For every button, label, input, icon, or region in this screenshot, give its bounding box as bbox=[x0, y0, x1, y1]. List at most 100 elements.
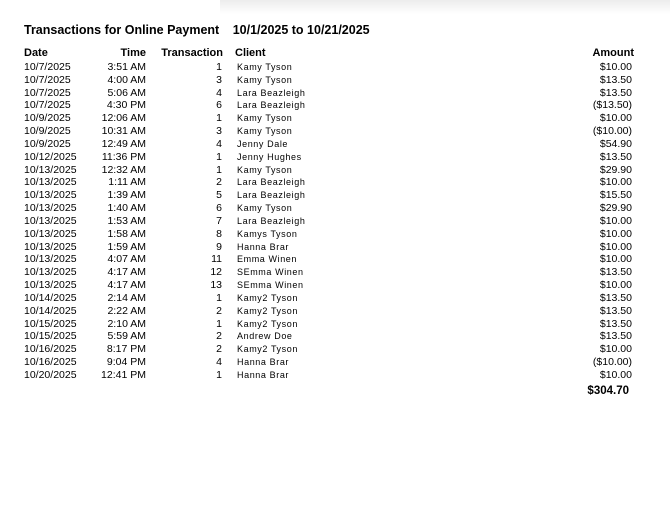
table-row: 10/13/2025 1:59 AM 9 Hanna Brar $10.00 bbox=[0, 241, 670, 254]
cell-time: 12:32 AM bbox=[101, 163, 146, 176]
cell-amount: $13.50 bbox=[599, 317, 632, 330]
cell-amount: $13.50 bbox=[599, 266, 632, 279]
cell-amount: $10.00 bbox=[599, 214, 632, 227]
cell-client: Lara Beazleigh bbox=[237, 215, 306, 226]
cell-time: 2:10 AM bbox=[107, 317, 146, 330]
table-row: 10/13/2025 1:58 AM 8 Kamys Tyson $10.00 bbox=[0, 228, 670, 241]
cell-transaction: 6 bbox=[216, 99, 222, 112]
cell-date: 10/13/2025 bbox=[24, 189, 77, 202]
cell-amount: $10.00 bbox=[599, 61, 632, 73]
cell-client: Kamy Tyson bbox=[237, 74, 293, 85]
cell-date: 10/13/2025 bbox=[24, 253, 77, 266]
cell-time: 12:41 PM bbox=[101, 368, 146, 381]
cell-date: 10/12/2025 bbox=[24, 150, 77, 163]
cell-date: 10/13/2025 bbox=[24, 214, 77, 227]
table-row: 10/14/2025 2:14 AM 1 Kamy2 Tyson $13.50 bbox=[0, 292, 670, 305]
cell-transaction: 2 bbox=[216, 176, 222, 189]
total-amount: $304.70 bbox=[587, 385, 629, 397]
cell-amount: ($13.50) bbox=[592, 99, 632, 112]
cell-date: 10/13/2025 bbox=[24, 279, 77, 292]
cell-date: 10/16/2025 bbox=[24, 343, 77, 356]
cell-transaction: 2 bbox=[216, 304, 222, 317]
cell-client: Kamy2 Tyson bbox=[237, 344, 298, 355]
cell-date: 10/9/2025 bbox=[24, 125, 71, 138]
cell-client: Hanna Brar bbox=[237, 241, 290, 252]
cell-client: Kamy Tyson bbox=[237, 62, 293, 72]
cell-transaction: 3 bbox=[216, 73, 222, 86]
cell-amount: $10.00 bbox=[599, 279, 632, 292]
table-row: 10/15/2025 2:10 AM 1 Kamy2 Tyson $13.50 bbox=[0, 318, 670, 331]
cell-date: 10/13/2025 bbox=[24, 227, 77, 240]
cell-client: Kamy Tyson bbox=[237, 126, 293, 137]
cell-date: 10/13/2025 bbox=[24, 163, 77, 176]
cell-transaction: 11 bbox=[211, 253, 222, 266]
cell-amount: $10.00 bbox=[599, 253, 632, 266]
cell-client: Kamy Tyson bbox=[237, 164, 293, 175]
cell-client: Lara Beazleigh bbox=[237, 87, 306, 98]
report-title-text: Transactions for Online Payment bbox=[24, 23, 220, 37]
cell-transaction: 1 bbox=[216, 291, 222, 304]
cell-amount: $54.90 bbox=[599, 137, 632, 150]
cell-time: 1:59 AM bbox=[107, 240, 146, 253]
cell-client: Kamy2 Tyson bbox=[237, 305, 298, 316]
cell-transaction: 6 bbox=[216, 202, 222, 215]
cell-date: 10/13/2025 bbox=[24, 202, 77, 215]
cell-amount: ($10.00) bbox=[592, 356, 632, 369]
cell-time: 1:39 AM bbox=[107, 189, 146, 202]
cell-client: Hanna Brar bbox=[237, 369, 290, 380]
table-row: 10/13/2025 12:32 AM 1 Kamy Tyson $29.90 bbox=[0, 164, 670, 177]
cell-time: 9:04 PM bbox=[106, 356, 146, 369]
cell-date: 10/7/2025 bbox=[24, 86, 71, 99]
cell-amount: $10.00 bbox=[599, 176, 632, 189]
cell-client: Jenny Hughes bbox=[237, 151, 302, 162]
cell-date: 10/15/2025 bbox=[24, 317, 77, 330]
cell-time: 1:11 AM bbox=[108, 176, 146, 189]
cell-transaction: 12 bbox=[210, 266, 222, 279]
cell-date: 10/7/2025 bbox=[24, 99, 71, 112]
cell-client: Lara Beazleigh bbox=[237, 190, 306, 201]
cell-transaction: 1 bbox=[216, 61, 222, 73]
table-row: 10/14/2025 2:22 AM 2 Kamy2 Tyson $13.50 bbox=[0, 305, 670, 318]
cell-client: Kamy Tyson bbox=[237, 203, 293, 214]
table-row: 10/15/2025 5:59 AM 2 Andrew Doe $13.50 bbox=[0, 330, 670, 343]
table-row: 10/7/2025 4:00 AM 3 Kamy Tyson $13.50 bbox=[0, 74, 670, 87]
cell-amount: $13.50 bbox=[599, 304, 632, 317]
cell-client: Lara Beazleigh bbox=[237, 177, 306, 188]
cell-time: 2:14 AM bbox=[107, 291, 146, 304]
cell-date: 10/7/2025 bbox=[24, 73, 71, 86]
table-row: 10/13/2025 1:53 AM 7 Lara Beazleigh $10.00 bbox=[0, 215, 670, 228]
cell-amount: $10.00 bbox=[599, 240, 632, 253]
header-transaction: Transaction bbox=[161, 47, 223, 59]
cell-date: 10/13/2025 bbox=[24, 266, 77, 279]
cell-date: 10/20/2025 bbox=[24, 368, 77, 381]
cell-client: Jenny Dale bbox=[237, 138, 289, 149]
cell-transaction: 5 bbox=[216, 189, 222, 202]
cell-transaction: 3 bbox=[216, 125, 222, 138]
table-row: 10/16/2025 9:04 PM 4 Hanna Brar ($10.00) bbox=[0, 356, 670, 369]
cell-transaction: 13 bbox=[210, 279, 222, 292]
cell-date: 10/9/2025 bbox=[24, 112, 71, 125]
cell-date: 10/16/2025 bbox=[24, 356, 77, 369]
cell-transaction: 1 bbox=[216, 150, 222, 163]
cell-date: 10/14/2025 bbox=[24, 304, 77, 317]
cell-time: 4:07 AM bbox=[107, 253, 146, 266]
table-row: 10/13/2025 4:17 AM 13 SEmma Winen $10.00 bbox=[0, 279, 670, 292]
header-time: Time bbox=[120, 47, 146, 59]
cell-amount: $13.50 bbox=[599, 150, 632, 163]
cell-client: Kamy2 Tyson bbox=[237, 318, 298, 329]
cell-transaction: 8 bbox=[216, 227, 222, 240]
report-date-range: 10/1/2025 to 10/21/2025 bbox=[232, 23, 370, 37]
table-row: 10/9/2025 10:31 AM 3 Kamy Tyson ($10.00) bbox=[0, 125, 670, 138]
cell-client: Lara Beazleigh bbox=[237, 100, 306, 111]
cell-amount: $10.00 bbox=[599, 343, 632, 356]
cell-transaction: 4 bbox=[216, 137, 222, 150]
cell-transaction: 4 bbox=[216, 86, 222, 99]
cell-client: Andrew Doe bbox=[237, 331, 293, 342]
cell-transaction: 2 bbox=[216, 343, 222, 356]
table-row: 10/12/2025 11:36 PM 1 Jenny Hughes $13.50 bbox=[0, 151, 670, 164]
cell-amount: $13.50 bbox=[599, 330, 632, 343]
page-top-shadow bbox=[220, 0, 670, 14]
cell-client: Kamy2 Tyson bbox=[237, 292, 298, 303]
cell-client: SEmma Winen bbox=[237, 280, 304, 291]
table-row: 10/13/2025 1:11 AM 2 Lara Beazleigh $10.00 bbox=[0, 176, 670, 189]
